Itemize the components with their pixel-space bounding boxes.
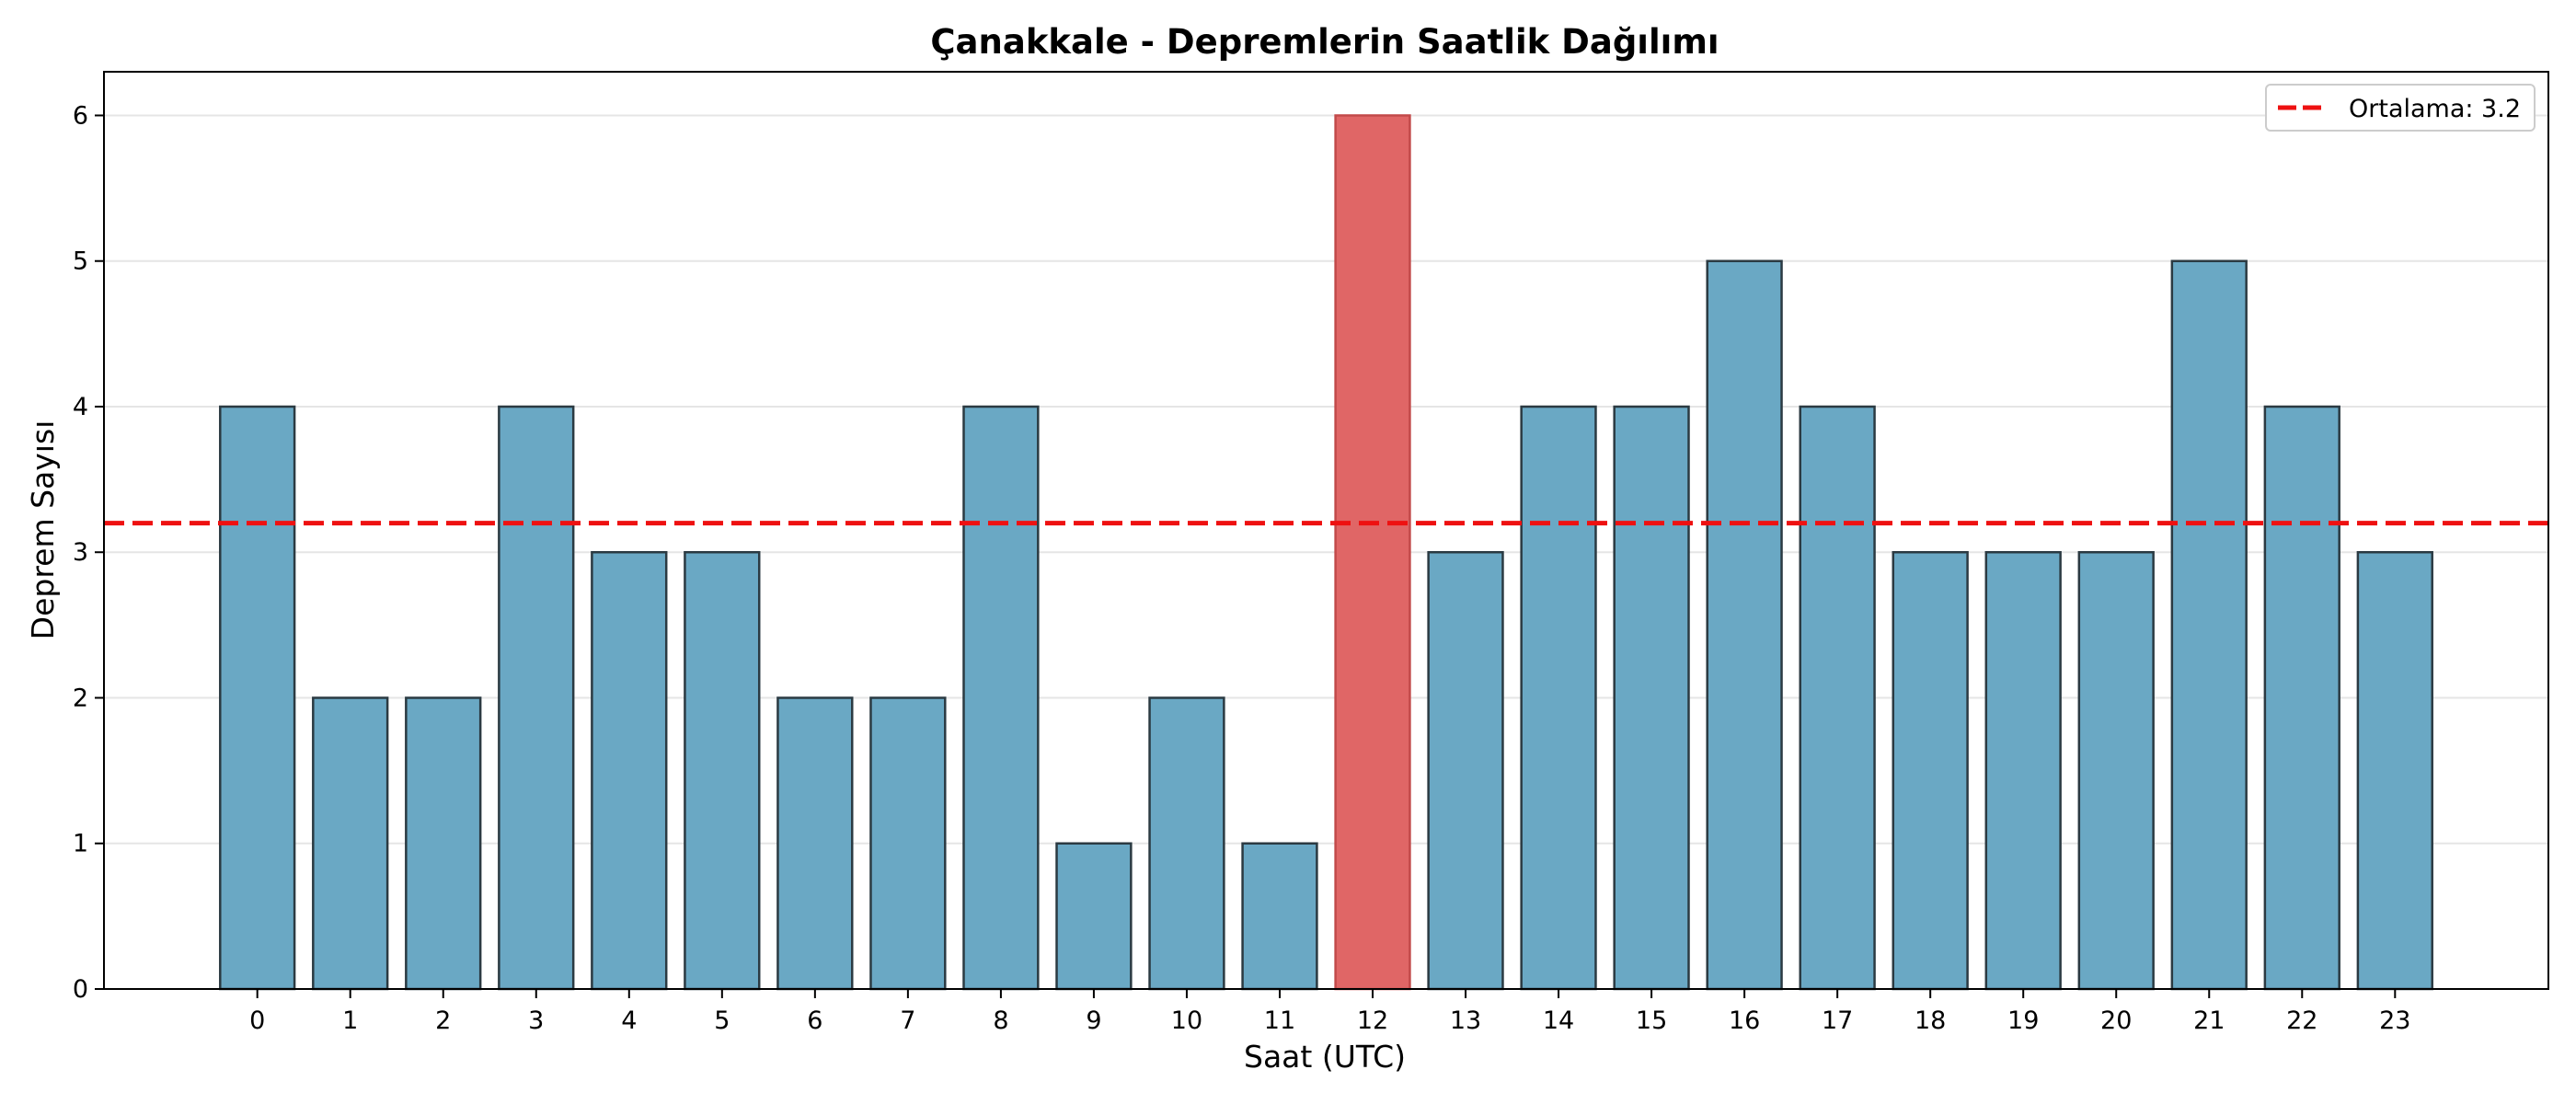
- bar-hour-8: [962, 405, 1040, 991]
- x-tick-label: 11: [1264, 1006, 1295, 1035]
- x-tick-label: 20: [2100, 1006, 2132, 1035]
- bar-hour-20: [2077, 550, 2155, 991]
- bar-hour-17: [1799, 405, 1876, 991]
- plot-frame: [103, 71, 2549, 990]
- x-axis-label: Saat (UTC): [1244, 1039, 1406, 1075]
- y-tick-label: 4: [73, 393, 88, 421]
- x-axis-ticks: 0 1 2 3 4 5 6 7 8 9 10 11 12 13 14 15 16 17 18 19 20 21 22 23: [249, 989, 2410, 1035]
- x-tick-label: 18: [1915, 1006, 1946, 1035]
- bar-hour-11: [1241, 842, 1318, 991]
- x-tick-label: 17: [1822, 1006, 1853, 1035]
- x-tick-label: 19: [2007, 1006, 2039, 1035]
- legend: Ortalama: 3.2: [2265, 84, 2536, 132]
- bar-hour-22: [2263, 405, 2340, 991]
- x-tick-label: 8: [993, 1006, 1008, 1035]
- x-tick-label: 2: [435, 1006, 451, 1035]
- legend-box: [2265, 84, 2536, 132]
- x-tick-label: 0: [249, 1006, 265, 1035]
- bar-hour-3: [498, 405, 575, 991]
- x-tick-label: 10: [1171, 1006, 1202, 1035]
- y-axis-ticks: 0 1 2 3 4 5 6: [73, 101, 104, 1004]
- y-tick-label: 3: [73, 538, 88, 567]
- bar-hour-6: [776, 696, 854, 991]
- bar-hour-16: [1706, 259, 1783, 991]
- x-tick-label: 12: [1357, 1006, 1388, 1035]
- x-tick-label: 23: [2379, 1006, 2410, 1035]
- x-tick-label: 1: [342, 1006, 358, 1035]
- bar-hour-4: [591, 550, 668, 991]
- x-tick-label: 22: [2286, 1006, 2317, 1035]
- x-tick-label: 15: [1636, 1006, 1667, 1035]
- x-tick-label: 13: [1450, 1006, 1481, 1035]
- bar-hour-2: [405, 696, 482, 991]
- bar-hour-0: [219, 405, 296, 991]
- y-axis-label: Deprem Sayısı: [25, 420, 61, 640]
- bar-hour-9: [1055, 842, 1133, 991]
- bars: [219, 114, 2433, 991]
- x-tick-label: 14: [1543, 1006, 1574, 1035]
- x-tick-label: 7: [900, 1006, 915, 1035]
- chart-title: Çanakkale - Depremlerin Saatlik Dağılımı: [930, 22, 1719, 62]
- bar-hour-18: [1892, 550, 1969, 991]
- x-tick-label: 3: [528, 1006, 544, 1035]
- bar-hour-1: [312, 696, 389, 991]
- bar-hour-15: [1613, 405, 1690, 991]
- legend-label: Ortalama: 3.2: [2349, 95, 2521, 123]
- y-tick-label: 5: [73, 247, 88, 276]
- y-tick-label: 2: [73, 684, 88, 712]
- bar-hour-19: [1984, 550, 2062, 991]
- y-tick-label: 1: [73, 830, 88, 858]
- bar-hour-7: [869, 696, 947, 991]
- x-tick-label: 5: [714, 1006, 730, 1035]
- bar-hour-12: [1334, 114, 1411, 991]
- bar-hour-5: [684, 550, 761, 991]
- x-tick-label: 21: [2193, 1006, 2225, 1035]
- bar-hour-10: [1148, 696, 1225, 991]
- x-tick-label: 6: [807, 1006, 822, 1035]
- x-tick-label: 9: [1086, 1006, 1101, 1035]
- x-tick-label: 4: [621, 1006, 637, 1035]
- bar-hour-14: [1520, 405, 1597, 991]
- bar-hour-23: [2356, 550, 2433, 991]
- y-tick-label: 6: [73, 101, 88, 130]
- bar-hour-21: [2170, 259, 2248, 991]
- y-tick-label: 0: [73, 975, 88, 1004]
- x-tick-label: 16: [1729, 1006, 1760, 1035]
- bar-hour-13: [1427, 550, 1504, 991]
